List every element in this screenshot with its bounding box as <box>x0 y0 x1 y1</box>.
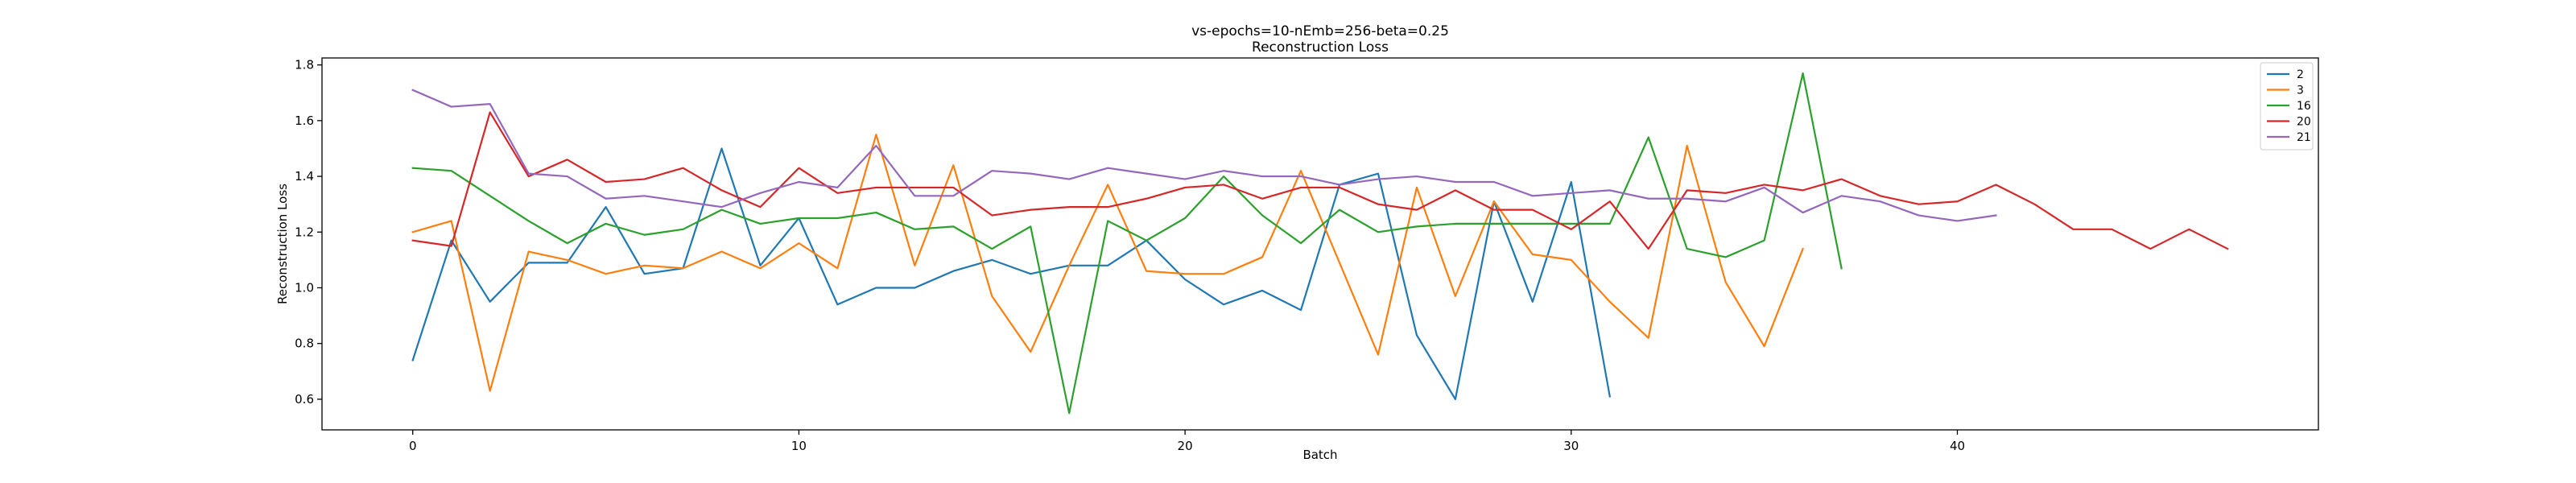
legend-label: 20 <box>2297 116 2311 129</box>
legend-entry-2: 2 <box>2267 68 2304 81</box>
y-axis-label: Reconstruction Loss <box>275 184 290 304</box>
y-tick-label: 1.2 <box>295 225 314 239</box>
axes-frame <box>321 57 2319 431</box>
series-line-21 <box>411 89 1997 222</box>
series-line-20 <box>411 111 2229 250</box>
legend: 2 3 16 20 21 <box>2260 62 2314 151</box>
chart-title: vs-epochs=10-nEmb=256-beta=0.25 <box>1191 23 1449 39</box>
series-layer <box>411 72 2229 415</box>
x-axis-label: Batch <box>1302 448 1337 462</box>
chart-subtitle: Reconstruction Loss <box>1252 39 1389 56</box>
y-tick-label: 1.8 <box>295 58 314 72</box>
y-tick-label: 1.0 <box>295 281 314 295</box>
x-tick-label: 20 <box>1178 439 1193 453</box>
x-tick-label: 40 <box>1950 439 1965 453</box>
legend-entry-16: 16 <box>2267 100 2311 113</box>
y-tick-label: 0.8 <box>295 336 314 351</box>
legend-entry-20: 20 <box>2267 116 2311 129</box>
x-tick-label: 10 <box>791 439 807 453</box>
legend-label: 2 <box>2297 68 2304 81</box>
y-tick-label: 1.4 <box>295 169 314 184</box>
x-tick-label: 30 <box>1563 439 1579 453</box>
y-tick-label: 1.6 <box>295 114 314 128</box>
y-axis: 0.6 0.8 1.0 1.2 1.4 1.6 1.8 <box>295 58 322 407</box>
x-axis: 0 10 20 30 40 <box>409 430 1965 453</box>
series-line-16 <box>411 72 1843 415</box>
plot-area <box>321 57 2319 431</box>
series-line-3 <box>411 134 1805 392</box>
legend-entries: 2 3 16 20 21 <box>2267 68 2311 144</box>
legend-label: 3 <box>2297 85 2304 97</box>
y-tick-label: 0.6 <box>295 392 314 407</box>
legend-label: 16 <box>2297 100 2311 113</box>
legend-entry-3: 3 <box>2267 85 2304 97</box>
x-tick-label: 0 <box>409 439 417 453</box>
legend-label: 21 <box>2297 131 2311 144</box>
legend-entry-21: 21 <box>2267 131 2311 144</box>
series-line-2 <box>411 147 1612 401</box>
